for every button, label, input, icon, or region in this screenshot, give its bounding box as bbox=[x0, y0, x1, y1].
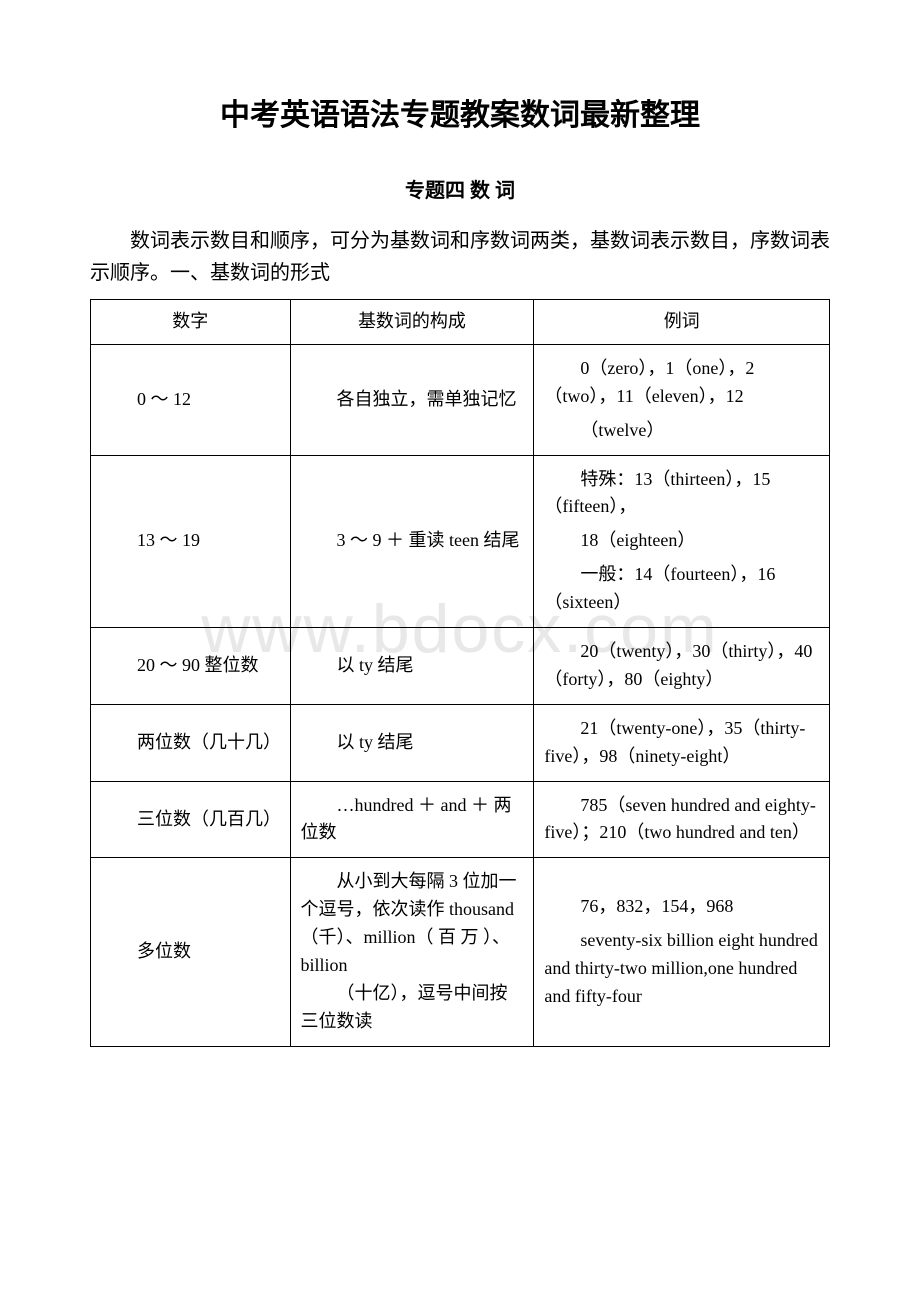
table-row: 多位数 从小到大每隔 3 位加一个逗号，依次读作 thousand（千）、mil… bbox=[91, 858, 830, 1046]
table-row: 13 ～ 19 3 ～ 9 ＋ 重读 teen 结尾 特殊：13（thirtee… bbox=[91, 455, 830, 627]
cell-line: 特殊：13（thirteen），15（fifteen）， bbox=[544, 466, 819, 522]
table-cell: 13 ～ 19 bbox=[91, 455, 291, 627]
table-cell: 0（zero），1（one），2（two），11（eleven），12 （twe… bbox=[534, 344, 830, 455]
cell-line: 3 ～ 9 ＋ 重读 teen 结尾 bbox=[301, 527, 524, 555]
table-header-cell: 例词 bbox=[534, 300, 830, 345]
cell-line: （twelve） bbox=[544, 417, 819, 445]
table-row: 20 ～ 90 整位数 以 ty 结尾 20（twenty），30（thirty… bbox=[91, 628, 830, 705]
numerals-table: 数字 基数词的构成 例词 0 ～ 12 各自独立，需单独记忆 0（zero），1… bbox=[90, 299, 830, 1047]
cell-line: 0（zero），1（one），2（two），11（eleven），12 bbox=[544, 355, 819, 411]
table-cell: 76，832，154，968 seventy-six billion eight… bbox=[534, 858, 830, 1046]
table-cell: 20 ～ 90 整位数 bbox=[91, 628, 291, 705]
cell-line: 从小到大每隔 3 位加一个逗号，依次读作 thousand（千）、million… bbox=[301, 868, 524, 980]
table-cell: 20（twenty），30（thirty），40（forty），80（eight… bbox=[534, 628, 830, 705]
cell-line: 76，832，154，968 bbox=[544, 893, 819, 921]
table-row: 两位数（几十几） 以 ty 结尾 21（twenty-one），35（thirt… bbox=[91, 704, 830, 781]
cell-line: …hundred ＋ and ＋ 两位数 bbox=[301, 792, 524, 848]
table-cell: 多位数 bbox=[91, 858, 291, 1046]
cell-line: 785（seven hundred and eighty-five）；210（t… bbox=[544, 792, 819, 848]
table-row: 三位数（几百几） …hundred ＋ and ＋ 两位数 785（seven … bbox=[91, 781, 830, 858]
cell-line: 21（twenty-one），35（thirty-five），98（ninety… bbox=[544, 715, 819, 771]
cell-line: seventy-six billion eight hundred and th… bbox=[544, 927, 819, 1011]
table-header-row: 数字 基数词的构成 例词 bbox=[91, 300, 830, 345]
table-row: 0 ～ 12 各自独立，需单独记忆 0（zero），1（one），2（two），… bbox=[91, 344, 830, 455]
table-cell: …hundred ＋ and ＋ 两位数 bbox=[290, 781, 534, 858]
table-cell: 21（twenty-one），35（thirty-five），98（ninety… bbox=[534, 704, 830, 781]
table-cell: 特殊：13（thirteen），15（fifteen）， 18（eighteen… bbox=[534, 455, 830, 627]
page-title: 中考英语语法专题教案数词最新整理 bbox=[90, 90, 830, 134]
table-header-cell: 数字 bbox=[91, 300, 291, 345]
table-cell: 以 ty 结尾 bbox=[290, 704, 534, 781]
table-cell: 各自独立，需单独记忆 bbox=[290, 344, 534, 455]
intro-paragraph: 数词表示数目和顺序，可分为基数词和序数词两类，基数词表示数目，序数词表示顺序。一… bbox=[90, 225, 830, 289]
cell-line: 以 ty 结尾 bbox=[301, 729, 524, 757]
cell-line: 各自独立，需单独记忆 bbox=[301, 386, 524, 414]
document-content: 中考英语语法专题教案数词最新整理 专题四 数 词 数词表示数目和顺序，可分为基数… bbox=[90, 90, 830, 1047]
cell-line: 20（twenty），30（thirty），40（forty），80（eight… bbox=[544, 638, 819, 694]
table-cell: 三位数（几百几） bbox=[91, 781, 291, 858]
cell-line: 18（eighteen） bbox=[544, 527, 819, 555]
table-header-cell: 基数词的构成 bbox=[290, 300, 534, 345]
table-cell: 0 ～ 12 bbox=[91, 344, 291, 455]
table-cell: 两位数（几十几） bbox=[91, 704, 291, 781]
cell-line: （十亿），逗号中间按三位数读 bbox=[301, 980, 524, 1036]
cell-line: 一般：14（fourteen），16（sixteen） bbox=[544, 561, 819, 617]
cell-line: 以 ty 结尾 bbox=[301, 652, 524, 680]
table-cell: 3 ～ 9 ＋ 重读 teen 结尾 bbox=[290, 455, 534, 627]
table-cell: 785（seven hundred and eighty-five）；210（t… bbox=[534, 781, 830, 858]
page-subtitle: 专题四 数 词 bbox=[90, 174, 830, 203]
table-cell: 以 ty 结尾 bbox=[290, 628, 534, 705]
table-cell: 从小到大每隔 3 位加一个逗号，依次读作 thousand（千）、million… bbox=[290, 858, 534, 1046]
